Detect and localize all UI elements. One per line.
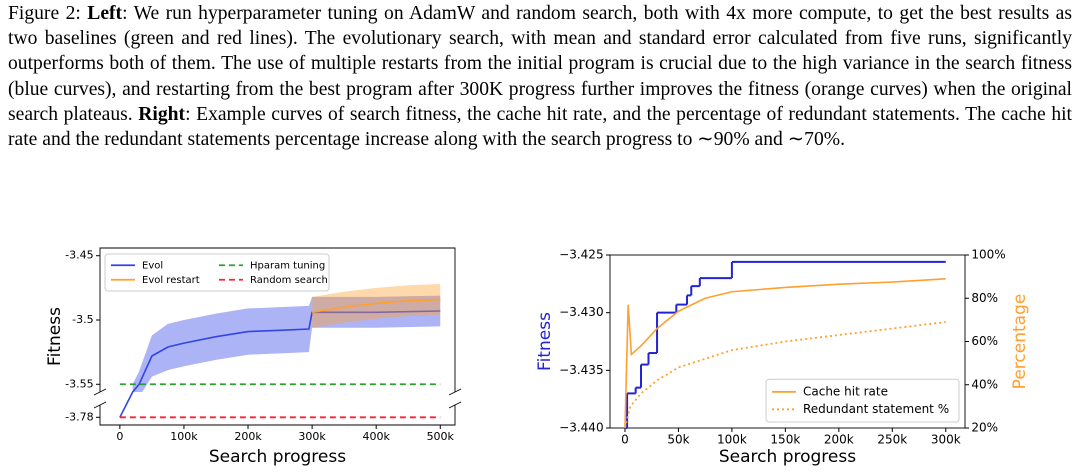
x-tick-label: 250k <box>877 433 907 447</box>
y-tick-label: −3.435 <box>559 363 603 377</box>
axis-break <box>93 401 107 409</box>
error-band <box>312 284 441 328</box>
y2-tick-label: 60% <box>971 334 998 348</box>
legend-label: Cache hit rate <box>803 384 888 398</box>
caption: Figure 2: Left: We run hyperparameter tu… <box>8 1 1072 152</box>
caption-text: Figure 2: <box>8 3 88 24</box>
frame <box>99 405 456 426</box>
legend-box <box>104 253 330 292</box>
x-axis-label: Search progress <box>209 447 346 467</box>
legend-label: Hparam tuning <box>250 260 325 271</box>
y-tick-label: -3.45 <box>65 249 93 262</box>
legend-label: Random search <box>250 275 328 286</box>
y2-tick-label: 100% <box>971 248 1005 262</box>
y-axis-label: Fitness <box>45 307 65 366</box>
axis-break <box>448 401 462 409</box>
x-tick-label: 50k <box>667 433 689 447</box>
x-tick-label: 0 <box>116 430 123 443</box>
x-tick-label: 300k <box>931 433 961 447</box>
x-tick-label: 200k <box>824 433 854 447</box>
axis-break <box>448 388 462 396</box>
x-tick-label: 100k <box>170 430 198 443</box>
caption-bold: Left <box>87 3 123 24</box>
x-tick-label: 200k <box>234 430 262 443</box>
x-tick-label: 100k <box>717 433 747 447</box>
y2-tick-label: 40% <box>971 377 998 391</box>
legend-label: Evol <box>142 260 163 271</box>
x-tick-label: 150k <box>770 433 800 447</box>
series-line <box>311 298 441 314</box>
y-axis-label: Fitness <box>535 312 555 371</box>
legend-box <box>765 378 960 423</box>
y-tick-label: −3.425 <box>559 248 603 262</box>
x-tick-label: 0 <box>621 433 629 447</box>
y-tick-label: -3.55 <box>65 377 93 390</box>
legend-label: Redundant statement % <box>803 402 949 416</box>
y-tick-label: −3.430 <box>559 305 603 319</box>
caption-text: : We run hyperparameter tuning on AdamW … <box>8 3 1072 125</box>
caption-text: : Example curves of search fitness, the … <box>8 103 1072 151</box>
x-axis-label: Search progress <box>719 447 856 467</box>
x-tick-label: 400k <box>362 430 390 443</box>
series-line <box>624 277 946 429</box>
y-tick-label: -3.5 <box>72 313 93 326</box>
caption-bold: Right <box>138 103 186 125</box>
x-tick-label: 500k <box>427 430 455 443</box>
legend-label: Evol restart <box>142 275 200 286</box>
error-band <box>132 295 441 392</box>
y2-tick-label: 80% <box>971 291 998 305</box>
x-tick-label: 300k <box>298 430 326 443</box>
series-line <box>624 321 946 429</box>
y2-axis-label: Percentage <box>1010 294 1030 390</box>
y-tick-label: -3.78 <box>65 410 93 423</box>
axis-break <box>93 388 107 396</box>
y2-tick-label: 20% <box>971 421 998 435</box>
y-tick-label: −3.440 <box>559 421 603 435</box>
